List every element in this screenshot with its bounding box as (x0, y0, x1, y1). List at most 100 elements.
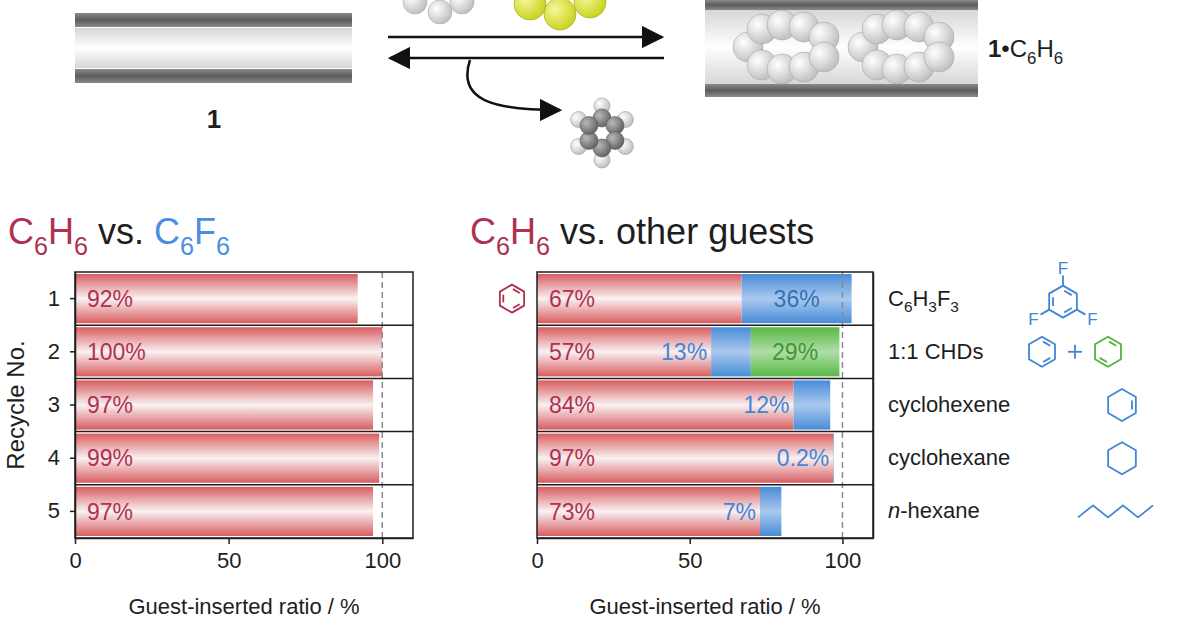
text-part (606, 211, 616, 252)
plot-frame (75, 272, 413, 538)
tube-wall (75, 69, 352, 83)
x-tick-label: 50 (217, 548, 241, 573)
text-part: 6 (216, 232, 230, 260)
data-label: 84% (549, 392, 595, 418)
bar (833, 434, 835, 483)
data-label: 12% (744, 392, 790, 418)
tube-inside (75, 28, 352, 68)
structure-ring (1095, 337, 1121, 367)
data-labels: 92%100%97%99%97% (87, 286, 146, 525)
structure-ring (1049, 286, 1077, 318)
structure-ring (1029, 337, 1055, 367)
plus-sign (1074, 345, 1076, 359)
molecule-atom (450, 0, 474, 14)
substituent-bond (1040, 310, 1049, 315)
y-tick: cyclohexene (873, 392, 1010, 417)
data-label: 99% (87, 445, 133, 471)
atom-label: F (1058, 259, 1068, 278)
text-part (698, 211, 708, 252)
atom-label: F (1087, 310, 1097, 329)
x-axis: 0 50 100 (531, 538, 873, 573)
row-separator (75, 484, 413, 486)
text-part: 6 (180, 232, 194, 260)
tube-wall (705, 0, 978, 10)
text-part: 6 (536, 232, 550, 260)
y-tick-label: cyclohexane (888, 445, 1010, 470)
x-tick-mark (537, 538, 539, 544)
molecule-atom (514, 0, 546, 20)
data-label: 97% (549, 445, 595, 471)
data-label: 0.2% (777, 445, 829, 471)
text-part: 6 (74, 232, 88, 260)
data-label: 100% (87, 339, 146, 365)
y-tick-label: 1 (48, 286, 60, 311)
tube-wall (75, 13, 352, 27)
x-tick-label: 0 (531, 548, 543, 573)
text-part: 1 (988, 35, 1001, 62)
y-tick: C6H3F3 (873, 286, 959, 316)
bar (742, 274, 852, 323)
y-axis: 12345 (48, 273, 76, 539)
row-separator (75, 431, 413, 433)
text-part: other (616, 211, 698, 252)
data-label: 36% (774, 286, 820, 312)
plot-area (75, 272, 382, 538)
text-part: cyclohexane (888, 445, 1010, 470)
plot-frame (537, 272, 873, 538)
double-bond (1043, 358, 1050, 362)
text-part (550, 211, 560, 252)
y-tick: cyclohexane (873, 445, 1010, 470)
data-label: 29% (772, 339, 818, 365)
schematic: 11•C6H6 (75, 0, 1063, 168)
x-axis-line (76, 538, 414, 540)
x-axis-title: Guest-inserted ratio / % (589, 594, 820, 619)
y-tick: 1 (48, 286, 75, 311)
text-part: 1 (207, 104, 221, 134)
text-part: 6 (904, 298, 913, 315)
data-labels: 67%36%57%13%29%84%12%97%0.2%73%7% (549, 286, 829, 525)
x-tick-label: 0 (69, 548, 81, 573)
x-tick-mark (382, 538, 384, 544)
text-part: cyclohexene (888, 392, 1010, 417)
chart-title: C6H6 vs. C6F6 (8, 211, 230, 260)
row-separator (537, 378, 873, 380)
structure-ring (500, 285, 524, 313)
y-axis: C6H3F31:1 CHDscyclohexenecyclohexanen-he… (873, 273, 1010, 539)
text-part: 3 (950, 298, 959, 315)
x-tick-label: 100 (825, 548, 862, 573)
molecule-atom (544, 0, 576, 30)
x-tick: 100 (825, 538, 862, 573)
text-part: vs. (560, 211, 606, 252)
reference-line (842, 272, 844, 538)
x-tick: 50 (678, 538, 702, 573)
y-tick-mark (70, 351, 75, 353)
y-tick-mark (70, 457, 75, 459)
data-label: 92% (87, 286, 133, 312)
chain-structure (1078, 505, 1153, 517)
text-part: H (912, 286, 928, 311)
double-bond (1131, 401, 1133, 410)
row-separator (537, 484, 873, 486)
text-part: H (48, 211, 74, 252)
host-label: 1 (207, 104, 221, 134)
figure: 11•C6H6C6H6 vs. C6F692%100%97%99%97%0501… (0, 0, 1200, 630)
structure-ring (1108, 389, 1136, 421)
double-bond (1100, 358, 1107, 362)
guest-atom (924, 42, 954, 72)
x-tick: 0 (531, 538, 543, 573)
data-label: 97% (87, 392, 133, 418)
molecule-atom (574, 0, 606, 18)
x-axis-title: Guest-inserted ratio / % (128, 594, 359, 619)
text-part: guests (708, 211, 814, 252)
molecule-atom (403, 0, 427, 14)
y-tick: n-hexane (873, 498, 980, 523)
complex-label: 1•C6H6 (988, 35, 1063, 68)
text-part: C (154, 211, 180, 252)
text-part: C (470, 211, 496, 252)
text-part: 5 (48, 498, 60, 523)
bar (711, 327, 751, 376)
row-separator (75, 324, 413, 326)
text-part: 6 (1054, 49, 1063, 68)
row-separator (75, 378, 413, 380)
y-tick-label: C6H3F3 (888, 286, 959, 316)
